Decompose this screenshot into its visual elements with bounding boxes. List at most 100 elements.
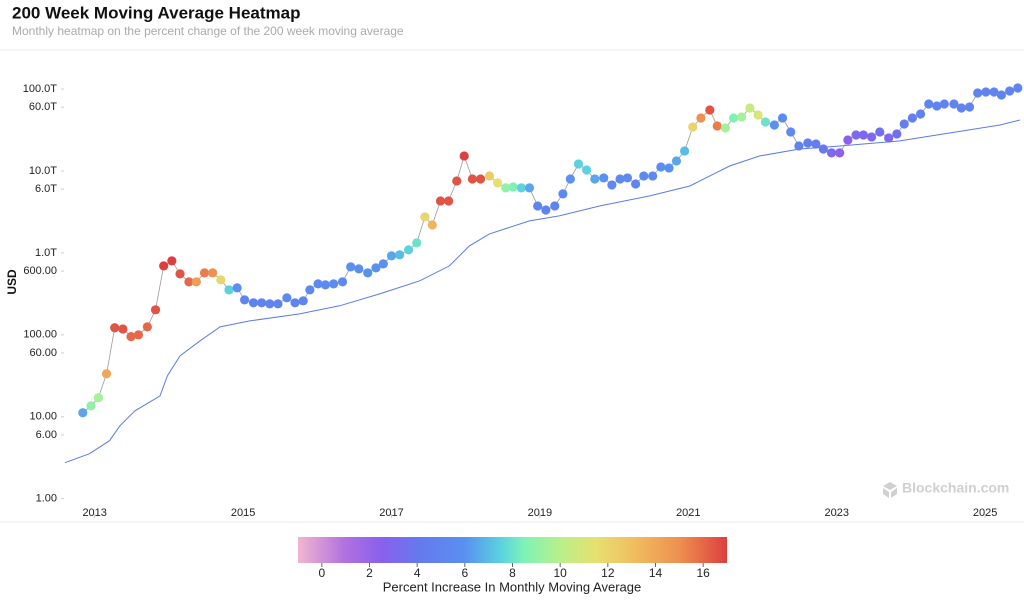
y-tick-label: 60.0T <box>29 101 57 113</box>
heat-dot <box>622 173 633 183</box>
heat-dot <box>78 408 88 418</box>
heat-dot <box>907 113 918 123</box>
heat-dot <box>290 298 300 308</box>
heat-dot <box>427 220 437 230</box>
heat-dot <box>191 277 201 287</box>
heat-dot <box>875 127 885 137</box>
heat-dot <box>786 127 796 137</box>
heat-dot <box>541 205 551 215</box>
heat-dot <box>273 299 283 309</box>
heat-dot <box>924 99 934 109</box>
heat-dot <box>753 110 763 120</box>
heat-dot <box>150 305 161 315</box>
heat-dot <box>265 299 275 309</box>
colorbar-tick-label: 16 <box>696 566 710 580</box>
heat-dot <box>696 113 706 123</box>
heat-dot <box>1013 83 1023 93</box>
heat-dot <box>493 178 503 188</box>
heat-dot <box>444 196 454 206</box>
heat-dot <box>239 295 250 305</box>
colorbar <box>298 537 727 563</box>
heat-dot <box>851 130 861 140</box>
heat-dot <box>745 103 755 113</box>
heat-dot <box>118 324 128 334</box>
heat-dot <box>949 99 959 109</box>
heat-dot <box>656 162 666 172</box>
x-tick-label: 2021 <box>676 507 700 519</box>
watermark-icon <box>883 482 897 498</box>
heat-dot <box>664 163 674 173</box>
heat-dot <box>257 298 267 308</box>
heat-dot <box>679 146 690 156</box>
heat-dot <box>818 144 828 154</box>
heat-dot <box>705 105 715 115</box>
heat-dot <box>403 245 414 255</box>
heat-dot <box>337 277 348 287</box>
y-tick-label: 6.0T <box>35 183 57 195</box>
heat-dot <box>459 151 469 161</box>
heat-dot <box>354 264 364 274</box>
heat-dot <box>728 113 739 123</box>
x-tick-label: 2015 <box>231 507 255 519</box>
heat-dot <box>508 182 518 192</box>
heat-dot <box>811 139 821 149</box>
heat-dot <box>590 174 600 184</box>
colorbar-tick-label: 10 <box>553 566 567 580</box>
colorbar-tick-label: 6 <box>461 566 468 580</box>
heat-dot <box>803 138 813 148</box>
colorbar-tick-label: 12 <box>601 566 615 580</box>
heat-dot <box>93 393 103 403</box>
heat-dot <box>956 103 966 113</box>
heat-dot <box>607 180 617 190</box>
heat-dot <box>412 238 422 248</box>
heat-dot <box>899 119 909 129</box>
heat-dot <box>133 330 144 340</box>
x-tick-label: 2025 <box>973 507 997 519</box>
heat-dot <box>452 176 462 186</box>
heat-dot <box>981 87 991 97</box>
x-tick-label: 2019 <box>528 507 552 519</box>
y-tick-label: 100.0T <box>23 83 58 95</box>
heat-dot <box>565 174 575 184</box>
y-axis-label: USD <box>5 269 19 295</box>
heat-dot <box>826 148 837 158</box>
chart-title: 200 Week Moving Average Heatmap <box>12 3 301 22</box>
heat-dot <box>932 101 942 111</box>
x-tick-label: 2023 <box>824 507 848 519</box>
heat-dot <box>843 135 853 145</box>
heat-dot <box>964 102 975 112</box>
heat-dot <box>671 156 682 166</box>
heat-dot <box>639 171 649 181</box>
colorbar-title: Percent Increase In Monthly Moving Avera… <box>383 579 641 594</box>
heat-dot <box>282 293 292 303</box>
heat-dot <box>524 183 535 193</box>
heat-dot <box>475 174 486 184</box>
heat-dot <box>737 112 747 122</box>
y-tick-label: 10.00 <box>29 411 57 423</box>
heat-dot <box>175 269 185 279</box>
heat-dot <box>760 117 771 127</box>
heat-dot <box>777 113 788 123</box>
heat-dot <box>858 130 869 140</box>
y-tick-label: 600.00 <box>23 265 57 277</box>
heat-dot <box>224 285 234 295</box>
y-tick-label: 6.00 <box>36 429 57 441</box>
heat-dot <box>142 322 152 332</box>
heat-dot <box>159 261 169 271</box>
y-tick-label: 1.00 <box>36 493 57 505</box>
heat-dot <box>648 171 658 181</box>
colorbar-tick-label: 8 <box>509 566 516 580</box>
heat-dot <box>216 275 226 285</box>
heat-dot <box>884 133 894 143</box>
heat-dot <box>866 132 877 142</box>
heat-dot <box>395 250 405 260</box>
heat-dot <box>329 279 339 289</box>
heat-dot <box>533 201 543 211</box>
heat-dot <box>558 189 568 199</box>
heat-dot <box>720 123 731 133</box>
heat-dot <box>86 401 96 411</box>
heat-dot <box>615 174 625 184</box>
heat-dot <box>989 87 999 97</box>
